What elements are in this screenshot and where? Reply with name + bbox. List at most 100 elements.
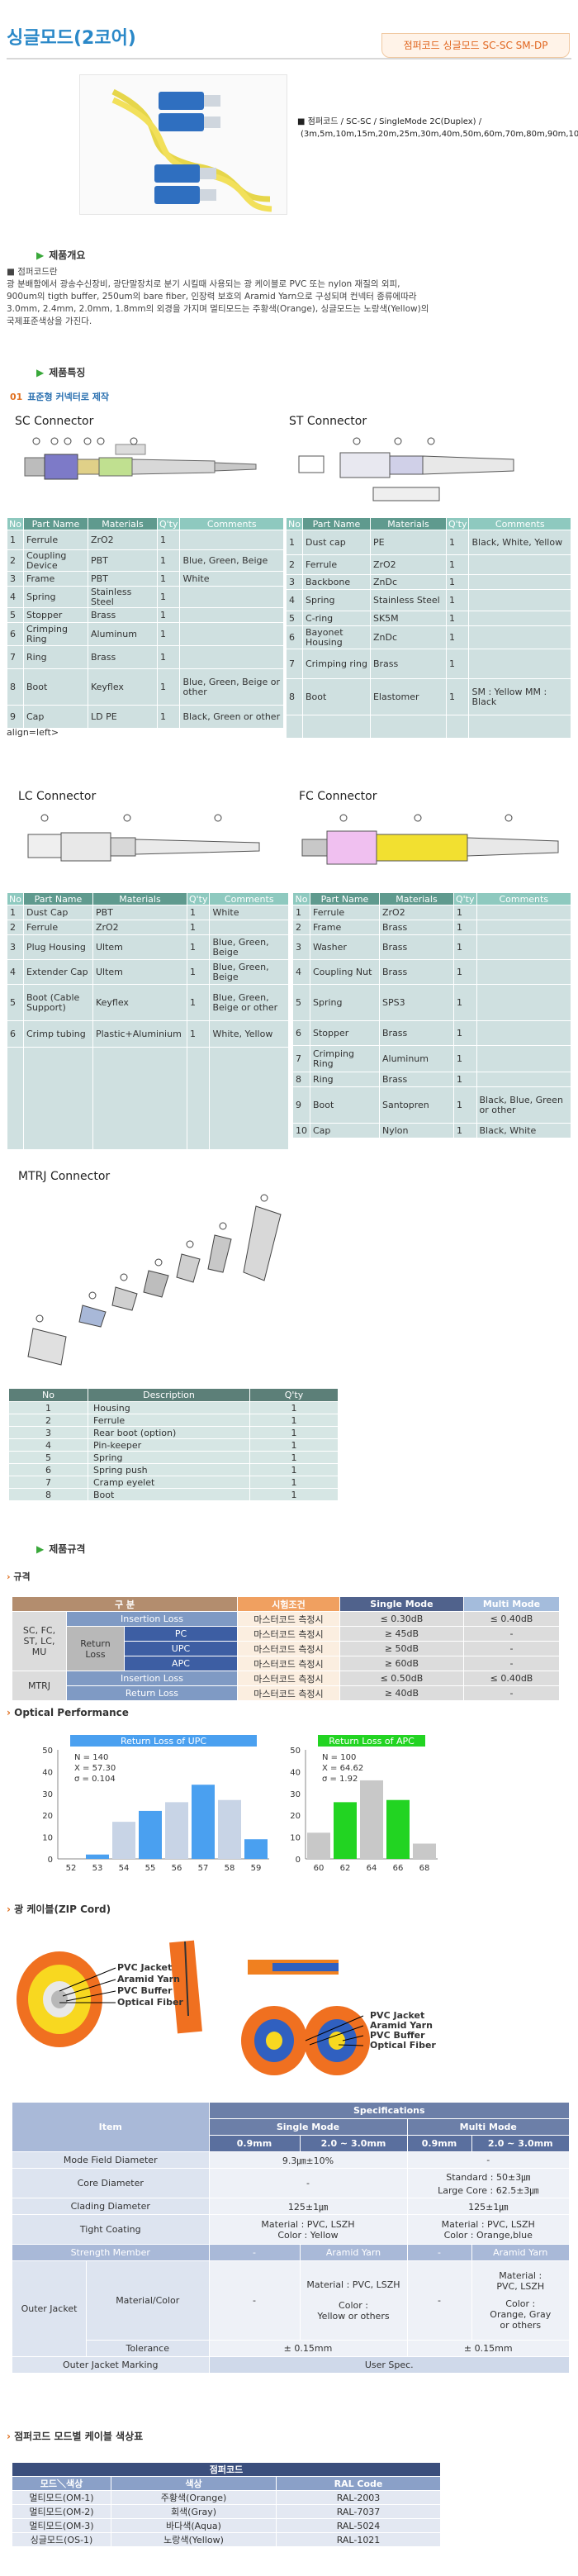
chevron-icon: › [7, 1903, 15, 1915]
cell: Ferrule [310, 905, 380, 920]
cell [209, 1047, 289, 1150]
header-cell: 구 분 [12, 1596, 238, 1612]
table-row: Return Loss PC 마스터코드 측정시 ≥ 45dB - [12, 1626, 561, 1671]
cell: Blue, Green, Beige [209, 959, 289, 985]
chart-title-bar [70, 1735, 257, 1747]
table-row [7, 1047, 289, 1150]
cell: 1 [453, 1020, 477, 1046]
cell [92, 1047, 187, 1150]
table-header: No Part Name Materials Q'ty Comments [7, 892, 289, 905]
table-row: 1 Ferrule ZrO2 1 [292, 905, 572, 920]
cell: Core Diameter [12, 2168, 210, 2198]
cell: Black, White, Yellow [468, 530, 571, 555]
cell: 1 [249, 1463, 339, 1476]
cell: Brass [369, 649, 447, 679]
cell: Ferrule [88, 1414, 250, 1427]
header-cell: No [292, 892, 310, 905]
cell: White [209, 905, 289, 920]
header-cell: Q'ty [156, 517, 181, 530]
table-header: 점퍼코드 [12, 2462, 441, 2477]
cell: ZrO2 [92, 920, 187, 935]
cell: C-ring [301, 611, 371, 626]
header-cell: Single Mode [339, 1596, 464, 1612]
cell: Ultem [92, 959, 187, 985]
cell: - [406, 2260, 472, 2341]
cell: 1 [445, 574, 470, 590]
header-cell: 2.0 ~ 3.0mm [471, 2135, 570, 2152]
table-row: 7 Ring Brass 1 [7, 645, 284, 669]
x-tick-label: 60 [314, 1864, 325, 1873]
cell: Nylon [379, 1123, 454, 1138]
cell [476, 984, 572, 1021]
header-cell: Part Name [301, 517, 371, 530]
cell: 마스터코드 측정시 [236, 1671, 340, 1686]
cell: 1 [453, 1072, 477, 1087]
zip-cord-cross-section [17, 1940, 370, 2075]
header-cell: RAL Code [276, 2476, 441, 2491]
table-row: 싱글모드(OS-1) 노랑색(Yellow) RAL-1021 [12, 2532, 441, 2547]
optical-heading: › Optical Performance [7, 1707, 129, 1718]
cell [476, 1072, 572, 1087]
table-row: 8 Ring Brass 1 [292, 1072, 572, 1087]
cell: Boot [310, 1086, 380, 1124]
stat-label: X = 57.30 [74, 1764, 116, 1773]
header-cell: 모드＼색상 [12, 2476, 111, 2491]
cell: Santopren [379, 1086, 454, 1124]
cell: ≥ 60dB [339, 1656, 464, 1671]
cell: ≤ 0.40dB [462, 1671, 561, 1686]
x-tick-label: 57 [198, 1864, 209, 1873]
cell: 마스터코드 측정시 [236, 1641, 340, 1656]
y-tick-label: 50 [290, 1747, 301, 1756]
cell: Elastomer [369, 678, 447, 715]
cell: 6 [7, 1020, 24, 1048]
table-header: 구 분 시험조건 Single Mode Multi Mode [12, 1596, 561, 1612]
y-tick-label: 10 [290, 1834, 301, 1843]
cable-heading: › 광 케이블(ZIP Cord) [7, 1902, 111, 1916]
cell: 5 [286, 611, 303, 626]
cell: 1 [249, 1438, 339, 1452]
cell [179, 607, 284, 623]
cell: 1 [453, 905, 477, 920]
cell [369, 715, 447, 739]
cell: Black, Blue, Green or other [476, 1086, 572, 1124]
y-tick-label: 50 [42, 1747, 53, 1756]
header-cell: 0.9mm [406, 2135, 472, 2152]
cell: 1 [7, 530, 24, 550]
table-row: 3 Plug Housing Ultem 1 Blue, Green, Beige [7, 934, 289, 960]
header-cell: No [8, 1388, 88, 1402]
spec-heading-text: 제품규격 [49, 1543, 86, 1555]
chart-title: Return Loss of UPC [121, 1736, 206, 1747]
cell: LD PE [87, 705, 158, 729]
cell: 5 [8, 1451, 88, 1464]
cell: 1 [453, 1045, 477, 1072]
chart-bar [139, 1810, 162, 1859]
table-row: 8 Boot Keyflex 1 Blue, Green, Beige or other [7, 668, 284, 706]
cell-line: Material : [499, 2270, 542, 2281]
header-cell: Item [12, 2102, 210, 2152]
cell: 1 [186, 905, 211, 920]
sc-title: SC Connector [15, 415, 94, 428]
y-tick-label: 30 [42, 1790, 53, 1799]
cable-label: Aramid Yarn [370, 2020, 433, 2031]
cell [22, 1047, 93, 1150]
header-cell: Materials [92, 892, 187, 905]
cell: 8 [7, 668, 24, 706]
chart-bar [334, 1802, 357, 1859]
chart-bar [307, 1832, 330, 1859]
cell: Material : PVC, LSZH Color : Orange, Gray or… [471, 2260, 570, 2341]
header-cell: 시험조건 [236, 1596, 340, 1612]
table-row: 4 Extender Cap Ultem 1 Blue, Green, Beige [7, 959, 289, 985]
cell: - [406, 2244, 472, 2261]
cell: 1 [453, 959, 477, 985]
cell: Material : PVC, LSZH Color : Orange,blue [406, 2214, 570, 2245]
cell: 1 [445, 649, 470, 679]
cell: Brass [379, 1020, 454, 1046]
table-row: 멀티모드(OM-3) 바다색(Aqua) RAL-5024 [12, 2518, 441, 2533]
cell: Crimp tubing [22, 1020, 93, 1048]
cell [179, 586, 284, 608]
spec-heading: ▶ 제품규격 [36, 1542, 85, 1556]
header-cell: Q'ty [445, 517, 470, 530]
table-row: 3 Frame PBT 1 White [7, 571, 284, 587]
header-cell: Part Name [22, 892, 93, 905]
cell: 멀티모드(OM-1) [12, 2490, 111, 2505]
